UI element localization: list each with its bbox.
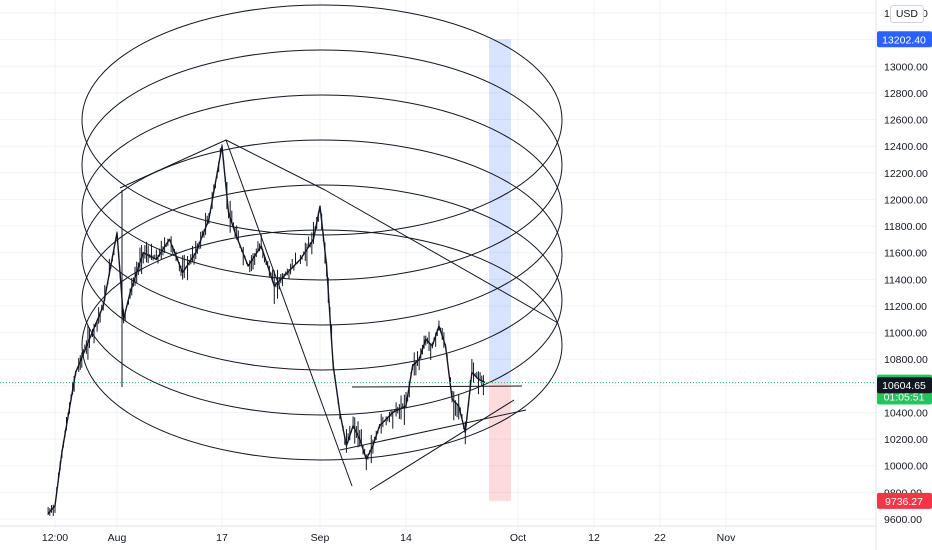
ellipse-drawing bbox=[81, 184, 563, 416]
projection-top-badge-text: 13202.40 bbox=[882, 34, 926, 46]
projection-stop-zone bbox=[489, 382, 511, 501]
projection-top-badge-bg bbox=[877, 31, 932, 48]
price-tick-label: 10200.00 bbox=[884, 434, 928, 446]
projection-bottom-badge-text: 9736.27 bbox=[885, 496, 923, 508]
time-tick-label: Aug bbox=[108, 532, 127, 544]
trend-lines bbox=[0, 139, 876, 491]
ellipse-drawing bbox=[81, 94, 563, 326]
price-tick-label: 10000.00 bbox=[884, 461, 928, 473]
projection-target-zone bbox=[489, 39, 511, 383]
price-tick-label: 11600.00 bbox=[884, 248, 927, 260]
axes bbox=[0, 0, 877, 550]
price-tick-label: 11400.00 bbox=[884, 274, 927, 286]
price-tick-label: 10400.00 bbox=[884, 407, 928, 419]
currency-selector[interactable]: USD bbox=[889, 5, 924, 23]
crosshair-badge-bg bbox=[877, 377, 932, 394]
time-tick-label: Sep bbox=[311, 532, 330, 544]
projection-box bbox=[489, 39, 511, 501]
price-tick-label: 12800.00 bbox=[884, 88, 928, 100]
trend-line bbox=[225, 139, 326, 191]
time-tick-label: 17 bbox=[216, 532, 228, 544]
time-tick-label: 22 bbox=[654, 532, 666, 544]
price-series bbox=[47, 144, 486, 516]
time-tick-label: 12 bbox=[588, 532, 600, 544]
time-tick-label: Oct bbox=[510, 532, 526, 544]
price-tick-label: 12000.00 bbox=[884, 194, 928, 206]
trend-line bbox=[369, 399, 515, 491]
trend-line bbox=[351, 385, 523, 388]
ellipse-drawing bbox=[81, 49, 563, 281]
trend-line bbox=[339, 409, 527, 451]
time-tick-label: 14 bbox=[400, 532, 412, 544]
projection-bottom-badge-bg bbox=[877, 492, 932, 509]
ellipse-drawing bbox=[81, 4, 563, 236]
projection-bottom-badge: 9736.27 bbox=[877, 492, 932, 509]
trend-line bbox=[119, 139, 227, 189]
price-axis[interactable]: 9600.009800.0010000.0010200.0010400.0010… bbox=[884, 8, 928, 526]
countdown-badge-text: 01:05:51 bbox=[884, 391, 925, 403]
price-tick-label: 12400.00 bbox=[884, 141, 928, 153]
time-axis[interactable]: 12:00 Aug 17 Sep 14 Oct 12 22 Nov bbox=[42, 532, 736, 544]
trend-line bbox=[225, 139, 353, 487]
trend-line bbox=[324, 189, 559, 324]
ellipse-drawing bbox=[81, 139, 563, 371]
price-tick-label: 12600.00 bbox=[884, 115, 928, 127]
price-tick-label: 11200.00 bbox=[884, 301, 927, 313]
crosshair-badge: 10604.65 bbox=[877, 377, 932, 394]
price-tick-label: 12200.00 bbox=[884, 168, 928, 180]
price-tick-label: 11800.00 bbox=[884, 221, 927, 233]
price-tick-label: 10800.00 bbox=[884, 354, 928, 366]
time-tick-label: 12:00 bbox=[42, 532, 68, 544]
price-tick-label: 9600.00 bbox=[884, 514, 922, 526]
price-tick-label: 11000.00 bbox=[884, 328, 927, 340]
time-tick-label: Nov bbox=[717, 532, 736, 544]
grid bbox=[0, 0, 876, 529]
projection-top-badge: 13202.40 bbox=[877, 31, 932, 48]
crosshair-badge-text: 10604.65 bbox=[882, 380, 926, 392]
price-tick-label: 13000.00 bbox=[884, 61, 928, 73]
